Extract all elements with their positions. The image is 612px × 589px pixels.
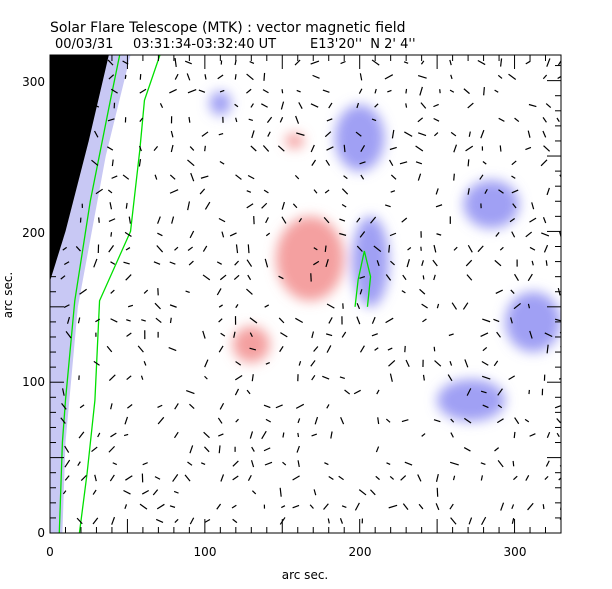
x-tick-label: 100	[194, 545, 217, 559]
y-tick-label: 100	[22, 375, 45, 389]
field-vector	[264, 73, 265, 81]
plot-area	[50, 55, 567, 533]
field-vector	[424, 375, 425, 381]
field-vector	[170, 318, 171, 323]
field-vector	[248, 244, 249, 253]
field-vector	[298, 433, 299, 437]
negative-polarity-region	[437, 379, 505, 421]
x-tick-label: 200	[349, 545, 372, 559]
positive-polarity-region	[276, 216, 344, 300]
negative-polarity-region	[209, 91, 231, 115]
field-vector	[561, 202, 564, 210]
negative-polarity-region	[335, 105, 385, 171]
field-vector	[235, 74, 236, 79]
x-tick-label: 0	[46, 545, 54, 559]
field-vector	[562, 276, 566, 279]
y-axis-label: arc sec.	[1, 272, 15, 318]
field-vector	[406, 89, 407, 93]
field-vector	[99, 217, 100, 222]
field-vector	[500, 145, 501, 151]
chart-title: Solar Flare Telescope (MTK) : vector mag…	[50, 20, 406, 36]
field-vector	[325, 246, 326, 252]
field-vector	[563, 360, 565, 367]
negative-polarity-region	[505, 292, 561, 352]
field-vector	[546, 260, 547, 266]
y-tick-label: 300	[22, 75, 45, 89]
y-tick-label: 200	[22, 226, 45, 240]
x-axis-label: arc sec.	[282, 568, 328, 582]
positive-polarity-region	[233, 326, 270, 362]
y-tick-label: 0	[37, 526, 45, 540]
solar-position-label: E13'20'' N 2' 4''	[310, 37, 416, 52]
field-vector	[468, 159, 469, 166]
positive-polarity-region	[285, 133, 304, 148]
field-vector	[219, 445, 220, 453]
field-vector	[389, 245, 390, 253]
field-vector	[112, 160, 113, 166]
date-label: 00/03/31	[55, 37, 113, 52]
field-vector	[205, 146, 206, 151]
field-vector	[514, 432, 515, 438]
field-vector	[513, 461, 514, 466]
field-vector	[454, 174, 455, 181]
field-vector	[423, 275, 424, 279]
field-vector	[125, 75, 126, 79]
field-vector	[543, 504, 544, 509]
field-vector	[484, 87, 485, 95]
negative-polarity-region	[352, 216, 389, 306]
field-vector	[189, 117, 190, 123]
field-vector	[344, 145, 345, 152]
field-vector	[126, 203, 127, 209]
time-range-label: 03:31:34-03:32:40 UT	[133, 37, 276, 52]
field-vector	[111, 232, 112, 236]
field-vector	[406, 103, 407, 107]
field-vector	[282, 89, 283, 93]
x-tick-label: 300	[504, 545, 527, 559]
